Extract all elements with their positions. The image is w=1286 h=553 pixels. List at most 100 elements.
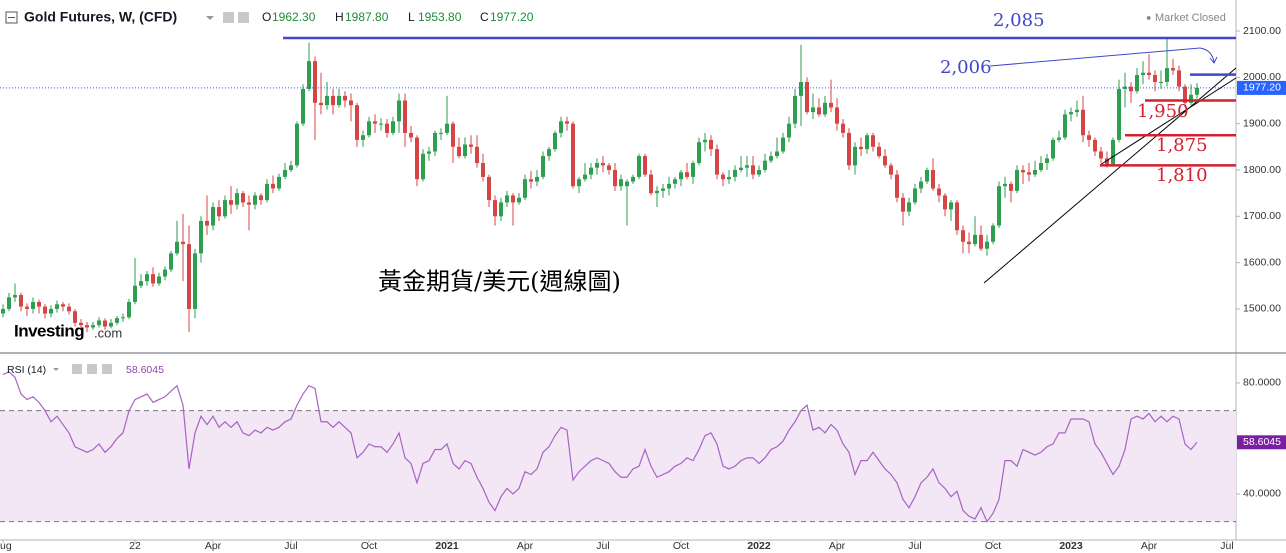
candle-body [805,81,809,113]
projection-arrow [1199,47,1218,64]
candle-body [883,156,887,166]
candle-body [1129,86,1133,92]
candle-body [589,167,593,175]
candle-body [715,149,719,175]
candle-body [385,123,389,133]
candle-body [937,188,941,196]
candle-body [571,123,575,187]
market-status: Market Closed [1155,12,1226,24]
x-tick-label: 2023 [1059,540,1083,552]
candle-body [175,241,179,254]
candle-body [853,146,857,166]
candle-body [925,169,929,182]
logo-name: Investing [14,321,84,340]
candle-body [679,172,683,180]
candle-body [907,202,911,212]
candle-body [1015,169,1019,191]
rsi-header-value: 58.6045 [126,364,164,376]
candle-body [139,281,143,286]
x-tick-label: Jul [1220,540,1233,552]
candle-body [979,234,983,249]
candle-body [1111,139,1115,166]
candle-body [397,100,401,122]
rsi-background [0,410,1236,523]
candle-body [445,123,449,133]
collapse-icon[interactable] [5,11,18,24]
candle-body [349,100,353,106]
ohlc-value: 1962.30 [272,10,316,24]
candle-body [391,121,395,133]
candle-body [313,61,317,103]
candle-body [223,200,227,217]
candle-body [283,169,287,177]
candle-body [169,253,173,270]
candle-body [787,123,791,138]
y-tick-label: 40.0000 [1243,488,1281,500]
candle-body [157,276,161,284]
candle-body [343,95,347,101]
x-tick-label: 2022 [747,540,771,552]
candle-body [577,179,581,187]
settings-icon[interactable] [223,12,234,23]
candle-body [1177,70,1181,87]
candle-body [205,220,209,226]
candle-body [799,81,803,96]
candle-body [115,318,119,323]
candle-body [763,160,767,170]
candle-body [709,139,713,150]
chart-note: 黃金期貨/美元(週線圖) [378,268,621,296]
candle-body [835,107,839,124]
settings-icon[interactable] [102,364,112,374]
candle-body [73,311,77,323]
settings-icon[interactable] [72,364,82,374]
candle-body [145,274,149,282]
candle-body [301,88,305,124]
level-label: 1,810 [1156,165,1208,186]
candle-body [487,176,491,201]
settings-icon[interactable] [87,364,97,374]
candle-body [691,163,695,177]
candle-body [163,269,167,277]
candle-body [37,301,41,307]
candle-body [457,146,461,157]
x-tick-label: Jul [284,540,297,552]
candle-body [1195,87,1199,95]
y-tick-label: 1500.00 [1243,303,1281,315]
ohlc-letter: C [480,10,489,24]
y-tick-label: 1800.00 [1243,164,1281,176]
candle-body [811,107,815,113]
y-tick-label: 1900.00 [1243,117,1281,129]
candle-body [85,325,89,328]
candle-body [1159,81,1163,83]
candle-body [325,95,329,106]
candle-body [973,234,977,245]
x-tick-label: ug [0,540,12,552]
dropdown-icon[interactable] [206,16,214,20]
candle-body [583,174,587,180]
candle-body [241,193,245,203]
level-label: 2,006 [940,57,992,78]
settings-icon[interactable] [238,12,249,23]
candle-body [721,174,725,180]
candle-body [673,179,677,184]
candle-body [181,241,185,245]
ohlc-value: 1977.20 [490,10,534,24]
candle-body [745,165,749,168]
candle-body [1,308,5,314]
candle-body [1183,86,1187,103]
status-dot: ● [1146,12,1151,22]
x-tick-label: Jul [908,540,921,552]
y-tick-label: 80.0000 [1243,377,1281,389]
candle-body [1087,135,1091,140]
candle-body [523,179,527,198]
candle-body [901,197,905,212]
candle-body [427,151,431,154]
candle-body [1093,139,1097,152]
dropdown-icon[interactable] [53,368,59,371]
candle-body [727,176,731,180]
candle-body [355,105,359,140]
candle-body [601,163,605,166]
candle-body [67,306,71,312]
x-tick-label: 2021 [435,540,459,552]
